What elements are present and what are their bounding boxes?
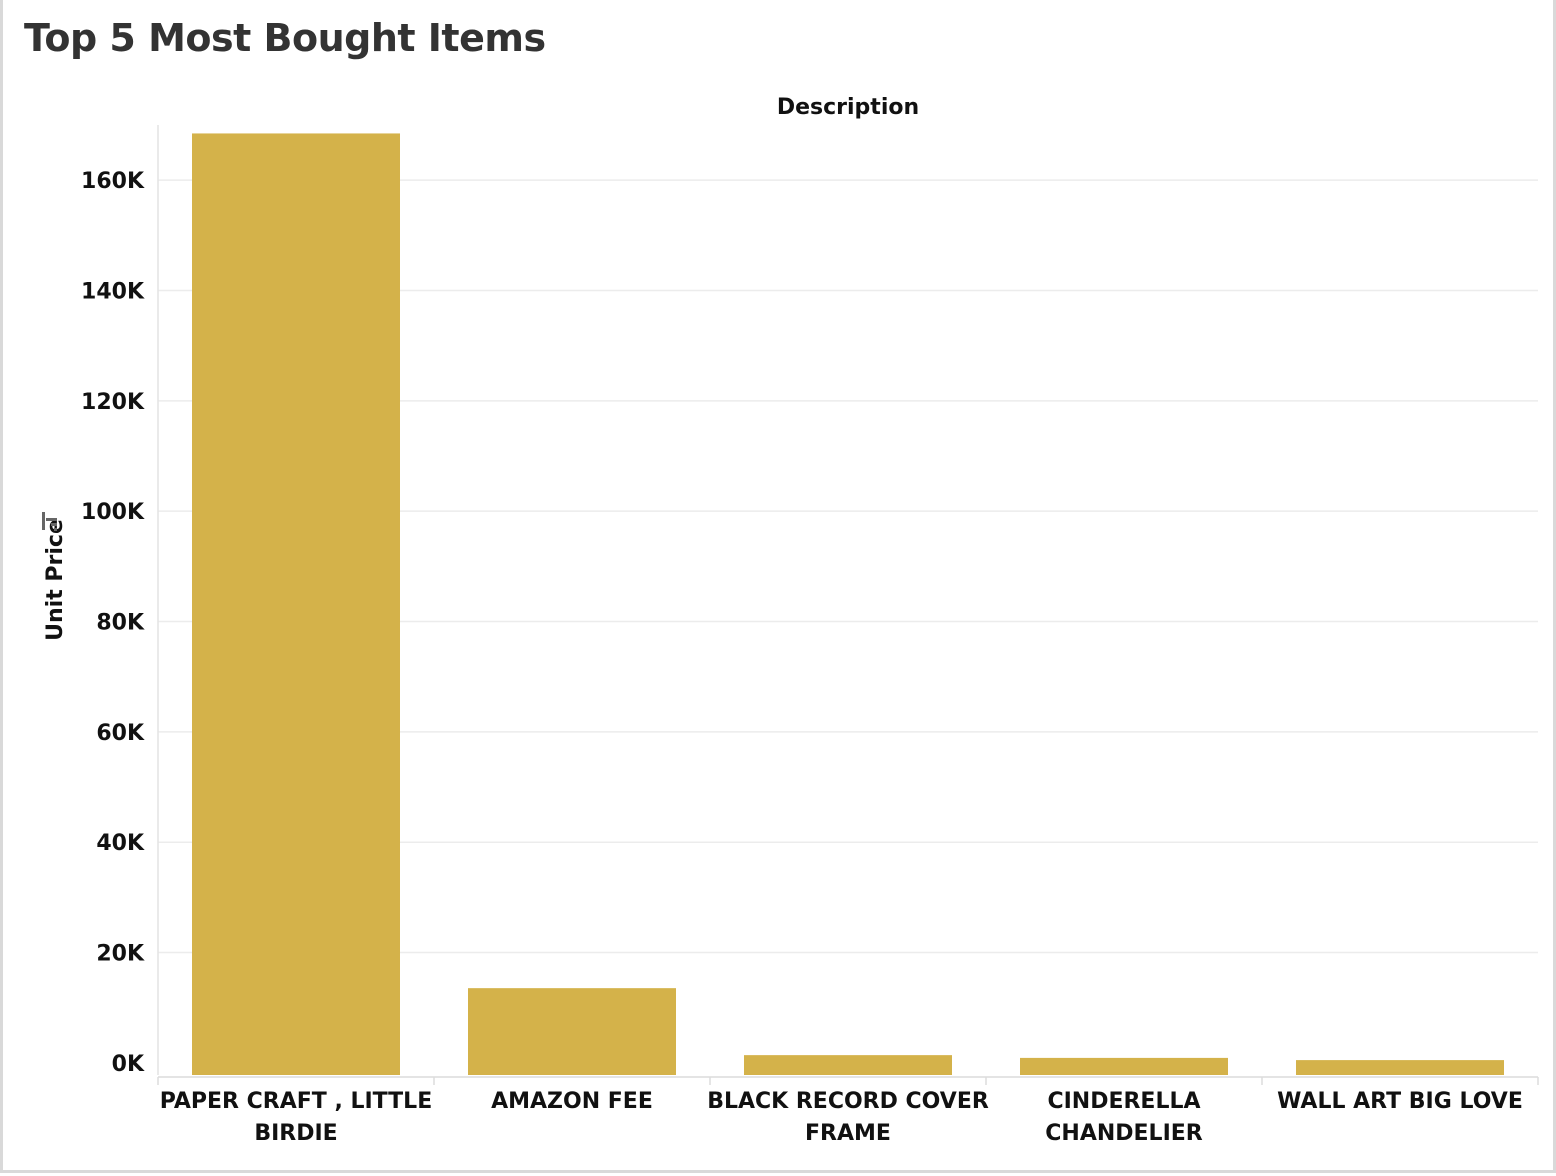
- y-axis-label: Unit Price: [43, 519, 68, 641]
- x-tick-label: CINDERELLA: [1047, 1089, 1200, 1114]
- y-tick-label: 80K: [96, 611, 145, 636]
- y-tick-label: 0K: [112, 1052, 145, 1077]
- chart-title: Top 5 Most Bought Items: [24, 16, 546, 60]
- bar[interactable]: [192, 133, 400, 1075]
- x-tick-labels: PAPER CRAFT , LITTLE BIRDIE AMAZON FEE BLAC…: [160, 1089, 1523, 1146]
- y-tick-label: 40K: [96, 831, 145, 856]
- axes: [157, 125, 1539, 1085]
- y-tick-label: 60K: [96, 721, 145, 746]
- bar[interactable]: [1020, 1057, 1228, 1075]
- y-tick-label: 140K: [81, 280, 145, 305]
- y-tick-label: 120K: [81, 390, 145, 415]
- bar[interactable]: [744, 1055, 952, 1075]
- y-tick-label: 160K: [81, 169, 145, 194]
- x-tick-label: CHANDELIER: [1045, 1121, 1203, 1146]
- column-header: Description: [777, 95, 919, 120]
- x-tick-label: FRAME: [805, 1121, 891, 1146]
- sort-descending-icon[interactable]: [42, 512, 57, 531]
- bar[interactable]: [1296, 1060, 1504, 1075]
- bars: [192, 133, 1504, 1075]
- x-tick-label: WALL ART BIG LOVE: [1277, 1089, 1523, 1114]
- x-tick-label: BIRDIE: [254, 1121, 337, 1146]
- bar[interactable]: [468, 988, 676, 1075]
- y-tick-label: 20K: [96, 942, 145, 967]
- y-tick-label: 100K: [81, 500, 145, 525]
- y-axis-title: Unit Price: [43, 519, 68, 641]
- x-tick-label: AMAZON FEE: [491, 1089, 653, 1114]
- x-tick-label: PAPER CRAFT , LITTLE: [160, 1089, 432, 1114]
- x-tick-label: BLACK RECORD COVER: [707, 1089, 989, 1114]
- y-tick-labels: 0K 20K 40K 60K 80K 100K 120K 140K 160K: [81, 169, 145, 1077]
